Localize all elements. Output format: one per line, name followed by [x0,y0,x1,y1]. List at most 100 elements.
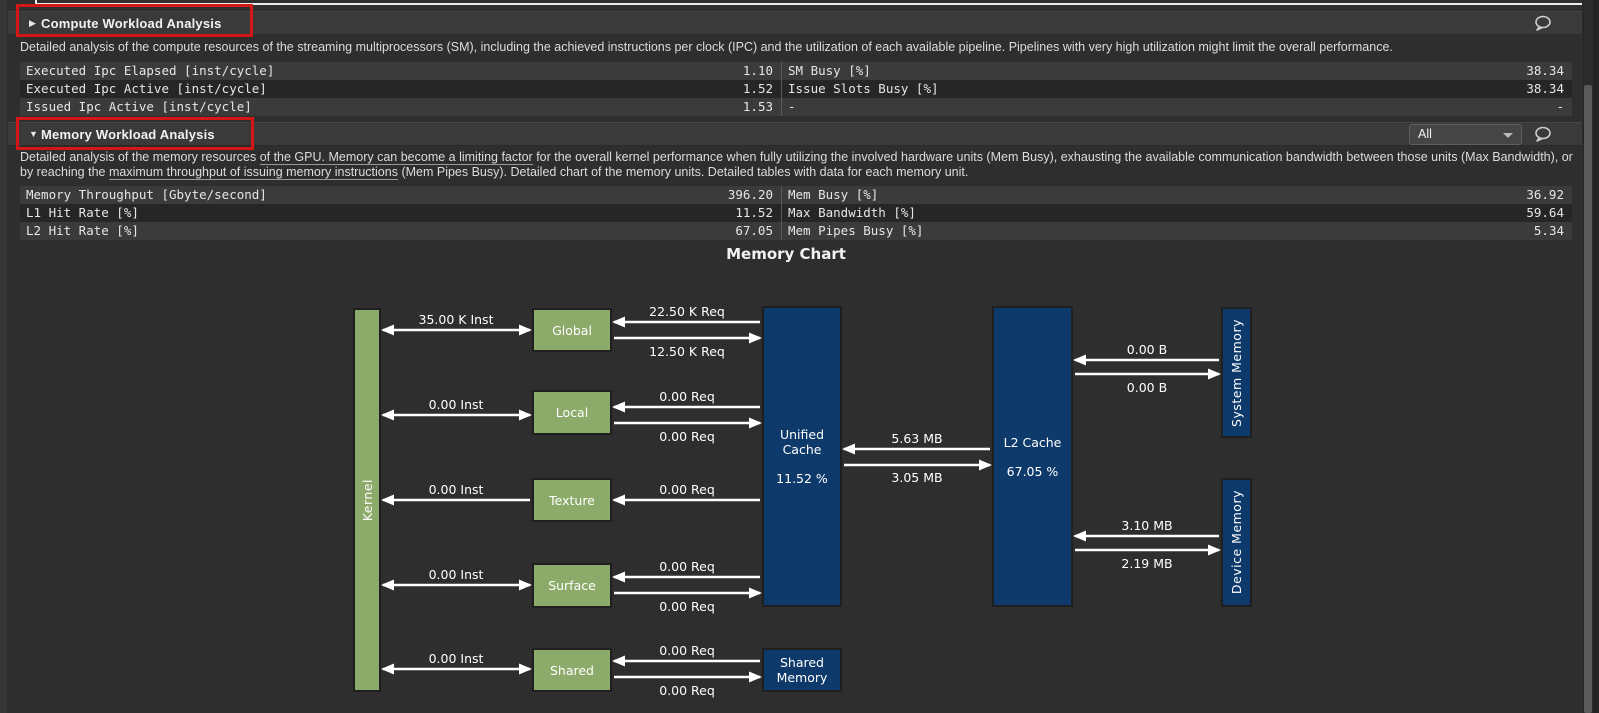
memory-description-text: Detailed analysis of the memory resource… [20,150,260,164]
edge-label-local-out: 0.00 Req [659,429,715,444]
table-row: Memory Throughput [Gbyte/second] 396.20 … [20,186,1572,204]
compute-metrics-table: Executed Ipc Elapsed [inst/cycle] 1.10 S… [20,62,1572,116]
node-global-label: Global [552,322,592,338]
edge-label-device-out: 2.19 MB [1121,556,1173,571]
node-global[interactable]: Global [532,308,612,352]
node-system-memory-label: System Memory [1229,318,1244,427]
metric-label: L1 Hit Rate [%] [26,205,139,220]
section-header-compute-workload[interactable]: ▶ Compute Workload Analysis [8,11,1582,35]
metric-label: Executed Ipc Active [inst/cycle] [26,81,267,96]
node-unified-cache-hit-rate: 11.52 % [776,471,828,486]
metric-label: Memory Throughput [Gbyte/second] [26,187,267,202]
edge-label-texture-in: 0.00 Req [659,482,715,497]
compute-description: Detailed analysis of the compute resourc… [20,40,1576,55]
edge-label-surface-in: 0.00 Req [659,559,715,574]
node-l2-cache[interactable]: L2 Cache 67.05 % [992,306,1073,607]
body-filter-dropdown[interactable]: All [1409,123,1522,145]
metric-value: 59.64 [1526,205,1564,220]
edge-label-global-out: 12.50 K Req [649,344,725,359]
edge-label-unified-to-l2: 3.05 MB [891,470,943,485]
node-local[interactable]: Local [532,390,612,435]
table-row: Executed Ipc Elapsed [inst/cycle] 1.10 S… [20,62,1572,80]
node-kernel[interactable]: Kernel [353,308,381,692]
memory-description-underlined: maximum throughput of issuing memory ins… [108,164,398,180]
metric-value: 11.52 [735,205,773,220]
edge-label-kernel-texture: 0.00 Inst [428,482,484,497]
metric-label: Issued Ipc Active [inst/cycle] [26,99,252,114]
metric-label: SM Busy [%] [781,62,1482,80]
table-row: Executed Ipc Active [inst/cycle] 1.52 Is… [20,80,1572,98]
node-device-memory[interactable]: Device Memory [1221,478,1252,607]
vertical-scrollbar-thumb[interactable] [1584,85,1592,713]
metric-value: 396.20 [727,187,773,202]
section-title-compute: Compute Workload Analysis [41,15,222,31]
collapse-arrow-icon[interactable]: ▼ [29,129,38,139]
metric-value: 38.34 [1526,81,1564,96]
node-l2-cache-label: L2 Cache [1003,434,1062,450]
node-surface[interactable]: Surface [532,563,612,608]
edge-label-shared-in: 0.00 Req [659,643,715,658]
metric-label: Mem Busy [%] [781,186,1482,204]
metric-value: 36.92 [1526,187,1564,202]
annotation-red-box-memory [16,117,254,150]
memory-description-underlined: of the GPU. Memory can become a limiting… [259,150,533,165]
edge-label-shared-out: 0.00 Req [659,683,715,698]
panel-right-edge [1593,0,1599,713]
comment-bubble-icon[interactable] [1532,124,1554,144]
node-unified-cache[interactable]: Unified Cache 11.52 % [762,306,842,607]
table-row: L1 Hit Rate [%] 11.52 Max Bandwidth [%] … [20,204,1572,222]
edge-label-system-out: 0.00 B [1126,380,1168,395]
edge-label-kernel-local: 0.00 Inst [428,397,484,412]
edge-label-kernel-shared: 0.00 Inst [428,651,484,666]
metric-label: Issue Slots Busy [%] [781,80,1482,98]
collapse-arrow-icon[interactable]: ▶ [29,17,36,28]
node-system-memory[interactable]: System Memory [1221,307,1252,438]
metric-value: 38.34 [1526,63,1564,78]
metric-value: 1.52 [742,81,773,96]
node-shared-memory-label: Shared Memory [776,655,828,685]
metric-value: - [1556,99,1564,114]
annotation-red-box-compute [16,4,253,37]
node-shared-memory[interactable]: Shared Memory [762,648,842,692]
edge-label-system-in: 0.00 B [1126,342,1168,357]
node-device-memory-label: Device Memory [1229,490,1244,595]
node-kernel-label: Kernel [359,478,375,522]
comment-bubble-icon[interactable] [1532,13,1554,33]
edge-label-device-in: 3.10 MB [1121,518,1173,533]
metric-value: 5.34 [1533,223,1564,238]
metric-label: Executed Ipc Elapsed [inst/cycle] [26,63,275,78]
memory-description-text: (Mem Pipes Busy). Detailed chart of the … [397,164,969,179]
edge-label-kernel-surface: 0.00 Inst [428,567,484,582]
metric-label: - [781,98,1482,116]
node-l2-cache-hit-rate: 67.05 % [1006,463,1059,479]
edge-label-global-in: 22.50 K Req [649,304,725,319]
metric-label: Max Bandwidth [%] [781,204,1482,222]
table-row: L2 Hit Rate [%] 67.05 Mem Pipes Busy [%]… [20,222,1572,240]
node-texture[interactable]: Texture [532,478,612,522]
chevron-down-icon [1503,132,1513,138]
memory-chart-title: Memory Chart [726,245,846,263]
node-unified-cache-label: Unified Cache [779,427,825,457]
edge-label-local-in: 0.00 Req [659,389,715,404]
previous-table-border-tick [35,0,37,6]
table-row: Issued Ipc Active [inst/cycle] 1.53 - - [20,98,1572,116]
section-title-memory: Memory Workload Analysis [41,126,215,142]
memory-description-text: for the overall kernel performance when … [20,150,1573,179]
edge-label-surface-out: 0.00 Req [659,599,715,614]
edge-label-l2-to-unified: 5.63 MB [891,431,943,446]
metric-label: L2 Hit Rate [%] [26,223,139,238]
metric-value: 67.05 [735,223,773,238]
panel-left-edge [0,0,7,713]
previous-table-border [37,3,1582,5]
node-shared-label: Shared [549,662,594,678]
node-local-label: Local [555,405,589,420]
edge-label-kernel-global: 35.00 K Inst [418,312,494,327]
compute-description-text: Detailed analysis of the compute resourc… [20,40,1393,54]
memory-metrics-table: Memory Throughput [Gbyte/second] 396.20 … [20,186,1572,240]
node-surface-label: Surface [548,578,596,593]
node-shared[interactable]: Shared [532,648,612,692]
metric-value: 1.10 [742,63,773,78]
dropdown-selected-value: All [1418,127,1432,141]
section-header-memory-workload[interactable]: ▼ Memory Workload Analysis All [8,122,1582,146]
metric-value: 1.53 [742,99,773,114]
